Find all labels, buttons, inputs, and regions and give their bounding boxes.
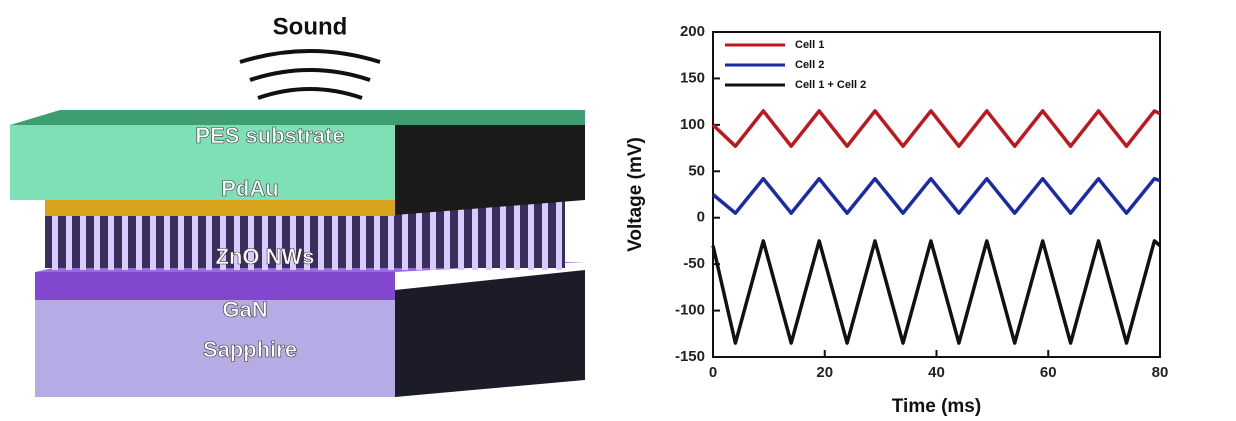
legend-label: Cell 1 + Cell 2 xyxy=(795,79,866,91)
nanowire xyxy=(192,188,198,270)
sapphire-layer xyxy=(35,300,395,397)
nanowire xyxy=(304,188,310,270)
nanowire xyxy=(444,188,450,270)
nanowire xyxy=(290,188,296,270)
y-tick-label: 150 xyxy=(680,69,705,86)
nanowire xyxy=(388,188,394,270)
series-line xyxy=(711,109,1161,148)
nanowire xyxy=(346,188,352,270)
x-tick-label: 20 xyxy=(816,364,833,381)
nanowire xyxy=(332,188,338,270)
nanowire xyxy=(528,188,534,270)
sound-wave xyxy=(257,87,363,100)
nanowire xyxy=(318,188,324,270)
nanowire xyxy=(80,188,86,270)
line-chart: -150 -100 -50 0 50 100 150 200 0 20 40 60 80 Time (ms… xyxy=(625,23,1168,417)
layer-label: GaN xyxy=(222,297,267,322)
nanowire xyxy=(262,188,268,270)
nanowire xyxy=(164,188,170,270)
nanowire-array xyxy=(52,188,562,270)
series-line xyxy=(711,176,1161,215)
nanowire xyxy=(94,188,100,270)
layer-label: ZnO NWs xyxy=(216,244,315,269)
layer-label: PES substrate xyxy=(195,123,344,148)
pes-top xyxy=(10,110,585,125)
nanowire xyxy=(136,188,142,270)
legend-label: Cell 1 xyxy=(795,39,824,51)
nanowire xyxy=(248,188,254,270)
y-tick-label: 0 xyxy=(697,209,705,226)
y-tick-label: -50 xyxy=(683,255,705,272)
pdau-layer xyxy=(45,200,395,216)
nanowire xyxy=(500,188,506,270)
x-tick-label: 0 xyxy=(709,364,717,381)
sound-wave xyxy=(239,49,381,64)
layer-label: Sapphire xyxy=(203,337,297,362)
y-tick-label: 50 xyxy=(688,162,705,179)
nanowire xyxy=(458,188,464,270)
nanowire xyxy=(472,188,478,270)
nanowire xyxy=(430,188,436,270)
gan-layer xyxy=(35,272,395,300)
nanowire xyxy=(514,188,520,270)
sound-wave xyxy=(249,68,371,82)
substrate-side xyxy=(395,120,585,215)
y-tick-label: 100 xyxy=(680,116,705,133)
nanowire xyxy=(360,188,366,270)
x-tick-label: 40 xyxy=(928,364,945,381)
sapphire-side xyxy=(395,270,585,397)
x-tick-label: 60 xyxy=(1040,364,1057,381)
nanowire xyxy=(122,188,128,270)
nanowire xyxy=(374,188,380,270)
nanowire xyxy=(556,188,562,270)
nanowire xyxy=(206,188,212,270)
nanowire xyxy=(108,188,114,270)
series-line xyxy=(711,239,1162,345)
nanowire xyxy=(234,188,240,270)
y-tick-label: 200 xyxy=(680,23,705,40)
nanowire xyxy=(276,188,282,270)
x-tick-label: 80 xyxy=(1152,364,1169,381)
nanowire xyxy=(66,188,72,270)
y-tick-label: -150 xyxy=(675,348,705,365)
sound-label: Sound xyxy=(273,13,348,40)
nanowire xyxy=(402,188,408,270)
nanowire xyxy=(416,188,422,270)
y-axis-label: Voltage (mV) xyxy=(625,137,646,252)
nanowire xyxy=(52,188,58,270)
nanowire xyxy=(178,188,184,270)
pes-layer xyxy=(10,125,395,200)
nanowire xyxy=(486,188,492,270)
nanowire xyxy=(220,188,226,270)
x-axis-label: Time (ms) xyxy=(892,396,981,417)
nanowire xyxy=(542,188,548,270)
nanowire xyxy=(150,188,156,270)
device-diagram: Sound PES substrate PdAu ZnO NWs GaN Sap… xyxy=(10,13,585,397)
layer-label: PdAu xyxy=(221,176,278,201)
legend-label: Cell 2 xyxy=(795,59,824,71)
y-tick-label: -100 xyxy=(675,302,705,319)
